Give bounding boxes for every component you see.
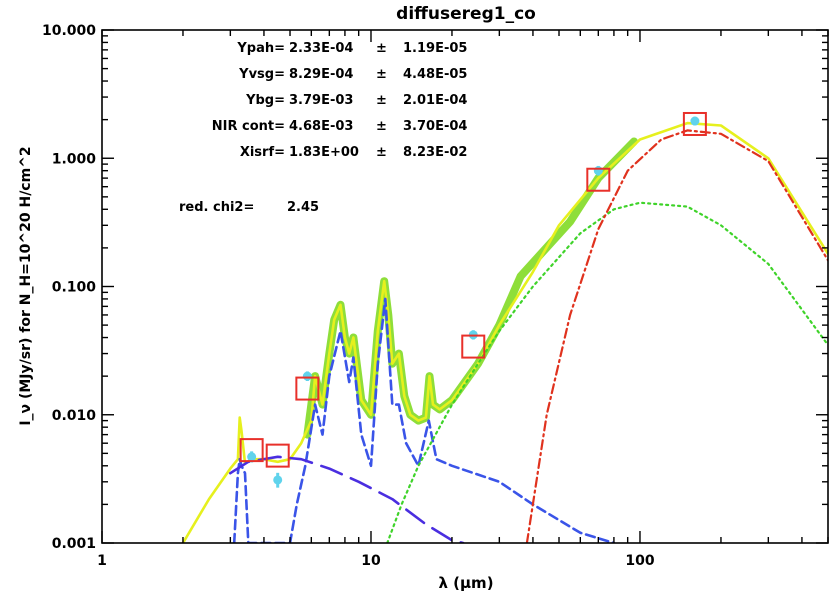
model-band-point	[586, 167, 611, 192]
x-tick-labels: 1 10 100	[97, 553, 655, 569]
param-name: Xisrf=	[240, 145, 285, 160]
fit-parameters: Ypah= 2.33E-04 ±1.19E-05 Yvsg= 8.29E-04 ±4.48…	[212, 41, 468, 160]
observed-point	[690, 116, 700, 126]
series-total-model	[181, 121, 828, 543]
plus-minus-sign: ±	[376, 41, 387, 56]
observed-point	[302, 371, 312, 381]
param-error: 3.70E-04	[403, 119, 467, 134]
model-band-point	[461, 334, 486, 359]
x-tick-label: 1	[97, 553, 107, 569]
y-tick-label: 0.001	[52, 536, 96, 552]
param-name: Ybg=	[245, 93, 285, 108]
param-error: 4.48E-05	[403, 67, 467, 82]
model-band-point	[682, 111, 707, 136]
series-nir-continuum	[229, 455, 465, 543]
y-axis-label: I_ν (MJy/sr) for N_H=10^20 H/cm^2	[18, 146, 34, 425]
x-tick-label: 100	[625, 553, 654, 569]
y-tick-label: 0.100	[52, 280, 97, 296]
observed-point	[273, 475, 283, 485]
y-tick-labels: 0.001 0.010 0.100 1.000 10.000	[42, 23, 96, 552]
series-pah	[232, 297, 616, 543]
param-value: 4.68E-03	[289, 119, 353, 134]
plus-minus-sign: ±	[376, 67, 387, 82]
param-value: 3.79E-03	[289, 93, 353, 108]
data-points	[239, 111, 707, 488]
param-name: Yvsg=	[238, 67, 285, 82]
axis-ticks	[101, 29, 829, 544]
chi2-value: 2.45	[287, 200, 319, 215]
y-tick-label: 10.000	[42, 23, 96, 39]
series-vsg	[386, 201, 828, 543]
y-tick-label: 1.000	[52, 151, 97, 167]
plus-minus-sign: ±	[376, 145, 387, 160]
chart-title: diffusereg1_co	[396, 4, 536, 24]
model-band-point	[265, 443, 290, 468]
series-bg	[525, 129, 828, 543]
x-axis-label: λ (μm)	[438, 574, 493, 592]
model-band-point	[239, 438, 264, 463]
observed-point	[593, 166, 603, 176]
param-value: 8.29E-04	[289, 67, 353, 82]
param-value: 1.83E+00	[289, 145, 359, 160]
param-error: 2.01E-04	[403, 93, 467, 108]
plus-minus-sign: ±	[376, 119, 387, 134]
observed-point	[247, 452, 257, 462]
param-error: 8.23E-02	[403, 145, 467, 160]
param-name: NIR cont=	[212, 119, 285, 134]
model-band-point	[295, 376, 320, 401]
x-tick-label: 10	[361, 553, 381, 569]
y-tick-label: 0.010	[52, 408, 97, 424]
chi2-label: red. chi2=	[179, 200, 254, 215]
plus-minus-sign: ±	[376, 93, 387, 108]
param-value: 2.33E-04	[289, 41, 353, 56]
param-error: 1.19E-05	[403, 41, 467, 56]
param-name: Ypah=	[236, 41, 285, 56]
